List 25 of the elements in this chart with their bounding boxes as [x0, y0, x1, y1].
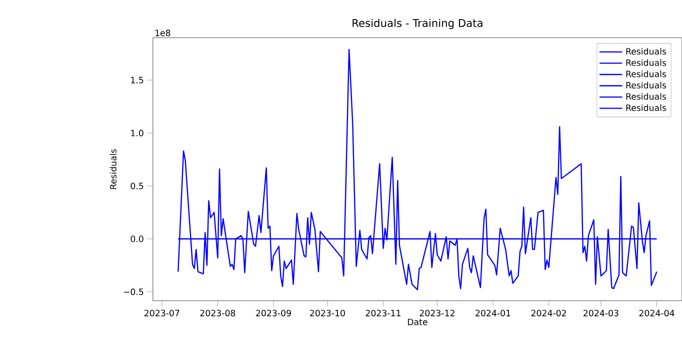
x-tick-label: 2024-01	[476, 310, 510, 316]
x-tick-label: 2023-10	[310, 310, 345, 316]
legend-label: Residuals	[626, 70, 666, 78]
x-tick-label: 2023-08	[200, 310, 236, 316]
y-tick-label: −0.5	[124, 288, 144, 296]
x-tick-label: 2024-02	[531, 310, 566, 316]
x-tick-label: 2023-09	[256, 310, 291, 316]
x-tick-label: 2023-11	[366, 310, 400, 316]
legend-label: Residuals	[626, 104, 666, 112]
x-tick-label: 2024-04	[639, 310, 674, 316]
x-tick-label: 2023-12	[420, 310, 454, 316]
y-axis-title: Residuals	[110, 149, 116, 189]
legend-label: Residuals	[626, 93, 666, 100]
x-axis-title: Date	[408, 318, 428, 326]
legend-label: Residuals	[626, 59, 666, 66]
y-tick-label: 0.0	[130, 236, 144, 242]
y-tick-label: 1.5	[131, 76, 144, 84]
legend-label: Residuals	[626, 82, 666, 88]
text: 1e8	[155, 30, 170, 36]
y-tick-label: 0.5	[130, 182, 144, 190]
chart-title: Residuals - Training Data	[352, 18, 482, 30]
x-tick-label: 2023-07	[144, 310, 180, 316]
y-tick-label: 1.0	[131, 130, 144, 136]
legend-label: Residuals	[626, 48, 666, 55]
x-tick-label: 2024-03	[584, 310, 618, 316]
